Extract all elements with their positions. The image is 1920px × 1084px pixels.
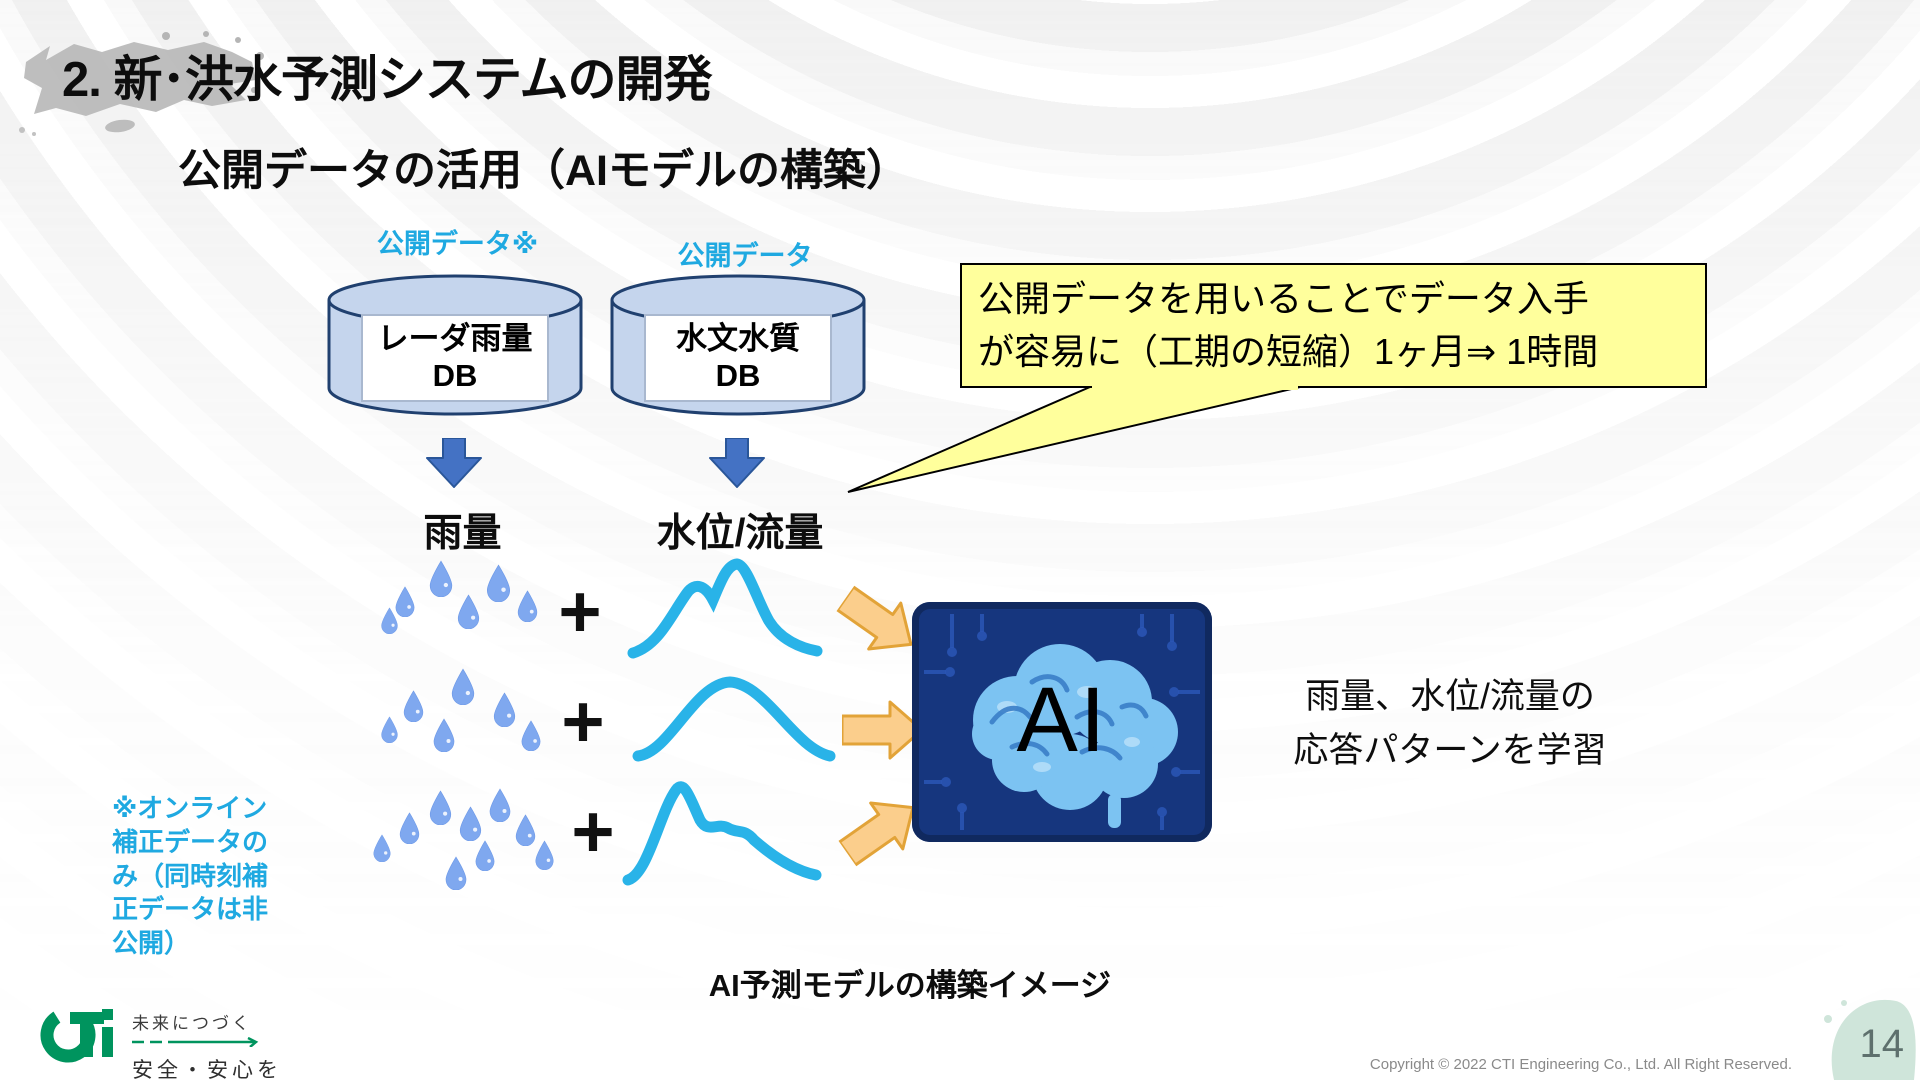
callout-open-data-benefit: 公開データを用いることでデータ入手 が容易に（工期の短縮）1ヶ月⇒ 1時間 [960,263,1707,388]
ai-chip-image: AI [912,602,1212,842]
page-number-blob [1824,999,1916,1080]
cti-logo-mark-icon [40,1007,113,1063]
raindrops-icon-row2 [381,668,541,752]
copyright-text: Copyright © 2022 CTI Engineering Co., Lt… [1369,1056,1792,1073]
brain-circuit-icon [924,614,1200,830]
down-arrow-icon-1 [426,438,482,488]
orange-arrow-icon-3 [837,801,915,867]
orange-arrow-icon-2 [842,700,924,760]
cti-logo: 未来につづく 安全・安心を [40,1005,282,1084]
brush-stroke-decoration [19,31,264,136]
callout-tail [847,386,1301,493]
cti-logo-tagline: 未来につづく 安全・安心を [132,1005,282,1084]
db-label-radar-rain: レーダ雨量 DB [361,314,549,402]
slide-title: 2. 新･洪水予測システムの開発 [62,53,713,107]
plus-sign-3: + [571,790,615,873]
raindrops-icon-row1 [381,560,538,634]
online-correction-note: ※オンライン 補正データの み（同時刻補 正データは非 公開） [112,793,269,959]
logo-tagline-line1: 未来につづく [132,1014,252,1033]
learn-pattern-text: 雨量、水位/流量の 応答パターンを学習 [1293,677,1607,771]
plus-sign-1: + [558,570,602,653]
hydrograph-curve-icon-row1 [627,558,823,659]
hydrograph-curve-icon-row3 [622,781,822,886]
database-cylinder-radar-rain: レーダ雨量 DB [325,272,585,418]
ai-label: AI [1016,669,1108,771]
slide-subtitle: 公開データの活用（AIモデルの構築） [178,147,909,195]
database-cylinder-hydro-quality: 水文水質 DB [608,272,868,418]
hydrograph-curve-icon-row2 [632,676,836,762]
down-arrow-icon-2 [709,438,765,488]
water-level-flow-label: 水位/流量 [656,512,824,555]
rainfall-label: 雨量 [423,512,502,555]
open-data-tag-2: 公開データ [677,241,813,271]
plus-sign-2: + [561,680,605,763]
page-number: 14 [1859,1022,1905,1066]
callout-tail-join [1092,384,1298,390]
logo-underline-arrow-icon [132,1036,259,1048]
raindrops-icon-row3 [373,788,554,890]
db-label-hydro-quality: 水文水質 DB [644,314,832,402]
orange-arrow-icon-1 [835,585,913,651]
diagram-caption: AI予測モデルの構築イメージ [708,968,1112,1003]
open-data-tag-1: 公開データ※ [376,229,539,259]
logo-tagline-line2: 安全・安心を [132,1059,282,1082]
